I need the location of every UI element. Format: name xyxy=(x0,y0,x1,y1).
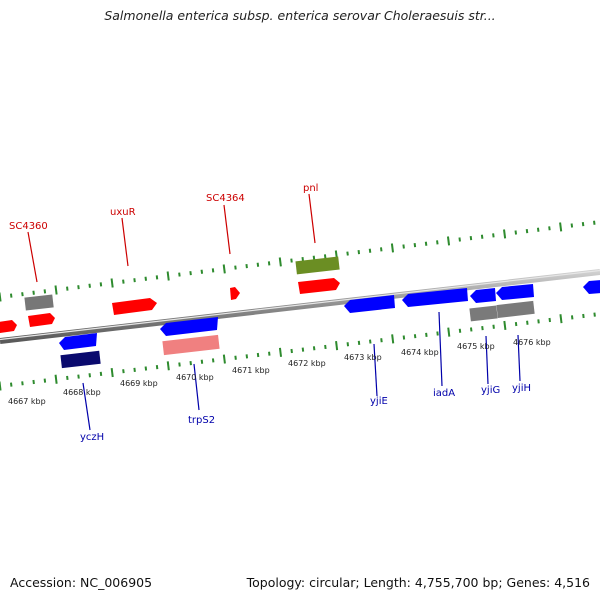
lower-track-major-tick xyxy=(54,374,58,384)
gene-label-sc4360[interactable]: SC4360 xyxy=(9,221,48,232)
feature-grey-yjig[interactable] xyxy=(469,305,498,322)
scale-label-4672: 4672 kbp xyxy=(288,359,326,368)
lower-track-major-tick xyxy=(335,341,339,351)
lower-track-major-tick xyxy=(166,361,170,371)
feature-red-pnl[interactable] xyxy=(298,278,340,294)
upper-track-major-tick xyxy=(54,285,58,295)
feature-red-left-edge[interactable] xyxy=(0,320,17,333)
gene-label-yczh[interactable]: yczH xyxy=(80,432,104,443)
scale-label-4673: 4673 kbp xyxy=(344,353,382,362)
feature-pink-trps2[interactable] xyxy=(162,334,220,356)
scale-label-4674: 4674 kbp xyxy=(401,348,439,357)
feature-blue-yjig[interactable] xyxy=(470,288,496,303)
leader-iada xyxy=(438,311,443,387)
scale-label-4669: 4669 kbp xyxy=(120,379,158,388)
feature-red-sc4364[interactable] xyxy=(230,287,240,300)
leader-pnl xyxy=(308,193,316,244)
genome-summary-text: Topology: circular; Length: 4,755,700 bp… xyxy=(246,575,590,590)
feature-blue-right-edge[interactable] xyxy=(583,280,600,294)
feature-blue-yjie[interactable] xyxy=(344,295,395,313)
feature-grey-yjih[interactable] xyxy=(496,300,535,318)
upper-track-major-tick xyxy=(110,278,114,288)
lower-track-major-tick xyxy=(559,314,563,324)
feature-blue-iada[interactable] xyxy=(402,288,468,307)
gene-label-iada[interactable]: iadA xyxy=(433,388,455,399)
genome-backbone xyxy=(0,269,600,344)
upper-track-major-tick xyxy=(446,236,451,246)
scale-label-4667: 4667 kbp xyxy=(8,397,46,406)
gene-label-trps2[interactable]: trpS2 xyxy=(188,415,215,426)
feature-navy-yczh[interactable] xyxy=(60,350,101,369)
leader-sc4360 xyxy=(27,231,38,283)
upper-tick-track xyxy=(0,220,596,302)
lower-track-major-tick xyxy=(222,354,226,364)
upper-track-major-tick xyxy=(0,292,2,302)
feature-red-uxur[interactable] xyxy=(112,298,157,315)
feature-red-sc4360[interactable] xyxy=(28,313,55,327)
scale-label-4676: 4676 kbp xyxy=(513,338,551,347)
gene-label-yjig[interactable]: yjiG xyxy=(481,385,500,396)
feature-blue-yczh[interactable] xyxy=(59,333,97,350)
gene-label-yjie[interactable]: yjiE xyxy=(370,396,388,407)
gene-label-yjih[interactable]: yjiH xyxy=(512,383,531,394)
lower-track-major-tick xyxy=(503,320,507,331)
scale-label-4675: 4675 kbp xyxy=(457,342,495,351)
lower-tick-track xyxy=(0,312,596,391)
gene-label-sc4364[interactable]: SC4364 xyxy=(206,193,245,204)
upper-track-major-tick xyxy=(559,222,563,232)
gene-label-uxur[interactable]: uxuR xyxy=(110,207,136,218)
leader-yczh xyxy=(82,382,91,431)
feature-grey-sc4360[interactable] xyxy=(24,294,54,311)
leader-yjig xyxy=(485,335,489,385)
map-title: Salmonella enterica subsp. enterica sero… xyxy=(104,8,496,23)
upper-track-major-tick xyxy=(503,229,507,239)
accession-text: Accession: NC_006905 xyxy=(10,575,153,590)
feature-blue-yjih[interactable] xyxy=(496,284,534,300)
lower-track-major-tick xyxy=(391,334,395,344)
scale-label-4671: 4671 kbp xyxy=(232,366,270,375)
leader-yjih xyxy=(517,334,521,382)
genome-backbone-highlight xyxy=(0,269,600,341)
feature-olive-pnl[interactable] xyxy=(295,256,340,275)
upper-track-major-tick xyxy=(390,243,394,253)
lower-track-major-tick xyxy=(0,381,2,391)
upper-track-major-tick xyxy=(166,271,170,281)
upper-track-major-tick xyxy=(278,257,282,267)
upper-track-major-tick xyxy=(222,264,226,274)
scale-label-4670: 4670 kbp xyxy=(176,373,214,382)
leader-trps2 xyxy=(193,363,200,411)
leader-uxur xyxy=(121,217,129,267)
leader-sc4364 xyxy=(223,204,231,255)
gene-label-pnl[interactable]: pnl xyxy=(303,183,318,194)
leader-yjie xyxy=(373,343,378,397)
feature-blue-trps2[interactable] xyxy=(160,317,218,336)
lower-track-major-tick xyxy=(110,367,114,378)
lower-track-major-tick xyxy=(447,327,451,337)
scale-label-4668: 4668 kbp xyxy=(63,388,101,397)
lower-track-major-tick xyxy=(278,347,283,357)
